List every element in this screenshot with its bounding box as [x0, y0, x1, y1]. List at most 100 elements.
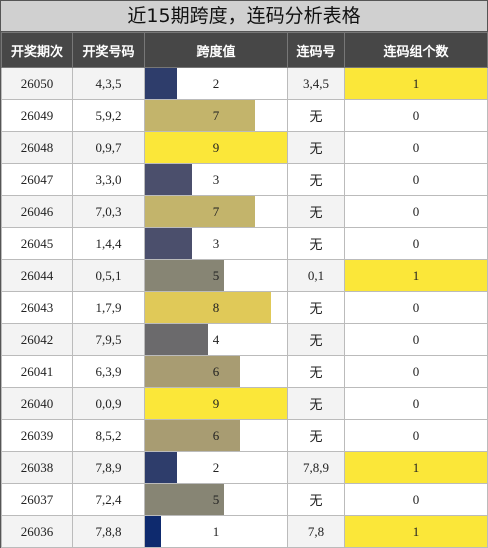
lian-cell: 无 [287, 355, 345, 388]
span-cell: 7 [144, 99, 288, 132]
span-cell: 3 [144, 227, 288, 260]
span-bar [145, 100, 256, 131]
span-value: 5 [212, 267, 220, 283]
span-bar [145, 260, 224, 291]
numbers-cell: 7,0,3 [72, 195, 145, 228]
issue-cell: 26049 [1, 99, 73, 132]
span-bar [145, 164, 193, 195]
numbers-cell: 8,5,2 [72, 419, 145, 452]
issue-cell: 26036 [1, 515, 73, 548]
lian-count-cell: 0 [344, 291, 488, 324]
numbers-cell: 6,3,9 [72, 355, 145, 388]
lian-count-cell: 0 [344, 323, 488, 356]
span-bar [145, 324, 209, 355]
table-row: 26038 7,8,9 2 7,8,9 1 [1, 451, 488, 484]
table-row: 26037 7,2,4 5 无 0 [1, 483, 488, 516]
header-count: 连码组个数 [344, 32, 488, 68]
table-row: 26049 5,9,2 7 无 0 [1, 99, 488, 132]
span-cell: 1 [144, 515, 288, 548]
issue-cell: 26043 [1, 291, 73, 324]
span-bar [145, 356, 240, 387]
lian-count-cell: 0 [344, 483, 488, 516]
issue-cell: 26046 [1, 195, 73, 228]
lian-count-cell: 1 [344, 259, 488, 292]
numbers-cell: 4,3,5 [72, 67, 145, 100]
span-bar [145, 132, 287, 163]
table-row: 26044 0,5,1 5 0,1 1 [1, 259, 488, 292]
span-value: 3 [212, 171, 220, 187]
span-value: 9 [212, 395, 220, 411]
numbers-cell: 0,9,7 [72, 131, 145, 164]
table-row: 26036 7,8,8 1 7,8 1 [1, 515, 488, 548]
span-value: 9 [212, 139, 220, 155]
lian-cell: 无 [287, 195, 345, 228]
lian-cell: 无 [287, 163, 345, 196]
issue-cell: 26045 [1, 227, 73, 260]
issue-cell: 26037 [1, 483, 73, 516]
lian-cell: 无 [287, 483, 345, 516]
span-bar [145, 68, 177, 99]
span-cell: 5 [144, 259, 288, 292]
issue-cell: 26038 [1, 451, 73, 484]
span-bar [145, 196, 256, 227]
lian-cell: 7,8,9 [287, 451, 345, 484]
span-bar [145, 516, 161, 547]
span-value: 2 [212, 75, 220, 91]
issue-cell: 26040 [1, 387, 73, 420]
span-bar [145, 420, 240, 451]
lian-count-cell: 0 [344, 227, 488, 260]
span-value: 1 [212, 523, 220, 539]
span-value: 2 [212, 459, 220, 475]
span-value: 5 [212, 491, 220, 507]
lian-count-cell: 0 [344, 163, 488, 196]
table-row: 26043 1,7,9 8 无 0 [1, 291, 488, 324]
issue-cell: 26044 [1, 259, 73, 292]
numbers-cell: 1,7,9 [72, 291, 145, 324]
issue-cell: 26042 [1, 323, 73, 356]
lian-count-cell: 0 [344, 195, 488, 228]
issue-cell: 26047 [1, 163, 73, 196]
span-cell: 2 [144, 451, 288, 484]
issue-cell: 26050 [1, 67, 73, 100]
lian-cell: 7,8 [287, 515, 345, 548]
span-cell: 6 [144, 355, 288, 388]
lian-cell: 无 [287, 131, 345, 164]
table-title: 近15期跨度，连码分析表格 [1, 1, 487, 32]
header-numbers: 开奖号码 [72, 32, 145, 68]
span-value: 6 [212, 427, 220, 443]
numbers-cell: 5,9,2 [72, 99, 145, 132]
header-row: 开奖期次 开奖号码 跨度值 连码号 连码组个数 [1, 32, 488, 68]
numbers-cell: 1,4,4 [72, 227, 145, 260]
table-row: 26045 1,4,4 3 无 0 [1, 227, 488, 260]
lian-cell: 无 [287, 419, 345, 452]
span-cell: 8 [144, 291, 288, 324]
span-cell: 3 [144, 163, 288, 196]
span-bar [145, 388, 287, 419]
issue-cell: 26048 [1, 131, 73, 164]
span-bar [145, 484, 224, 515]
table-row: 26046 7,0,3 7 无 0 [1, 195, 488, 228]
numbers-cell: 0,0,9 [72, 387, 145, 420]
span-cell: 4 [144, 323, 288, 356]
table-row: 26041 6,3,9 6 无 0 [1, 355, 488, 388]
lian-count-cell: 1 [344, 451, 488, 484]
span-bar [145, 292, 272, 323]
span-cell: 9 [144, 131, 288, 164]
span-bar [145, 228, 193, 259]
table-row: 26050 4,3,5 2 3,4,5 1 [1, 67, 488, 100]
numbers-cell: 0,5,1 [72, 259, 145, 292]
lian-count-cell: 1 [344, 67, 488, 100]
numbers-cell: 7,8,8 [72, 515, 145, 548]
lian-count-cell: 0 [344, 99, 488, 132]
header-lian: 连码号 [287, 32, 345, 68]
table-row: 26040 0,0,9 9 无 0 [1, 387, 488, 420]
lian-cell: 无 [287, 387, 345, 420]
lian-count-cell: 1 [344, 515, 488, 548]
span-value: 3 [212, 235, 220, 251]
span-cell: 6 [144, 419, 288, 452]
span-value: 7 [212, 203, 220, 219]
span-value: 4 [212, 331, 220, 347]
span-value: 6 [212, 363, 220, 379]
lian-count-cell: 0 [344, 131, 488, 164]
